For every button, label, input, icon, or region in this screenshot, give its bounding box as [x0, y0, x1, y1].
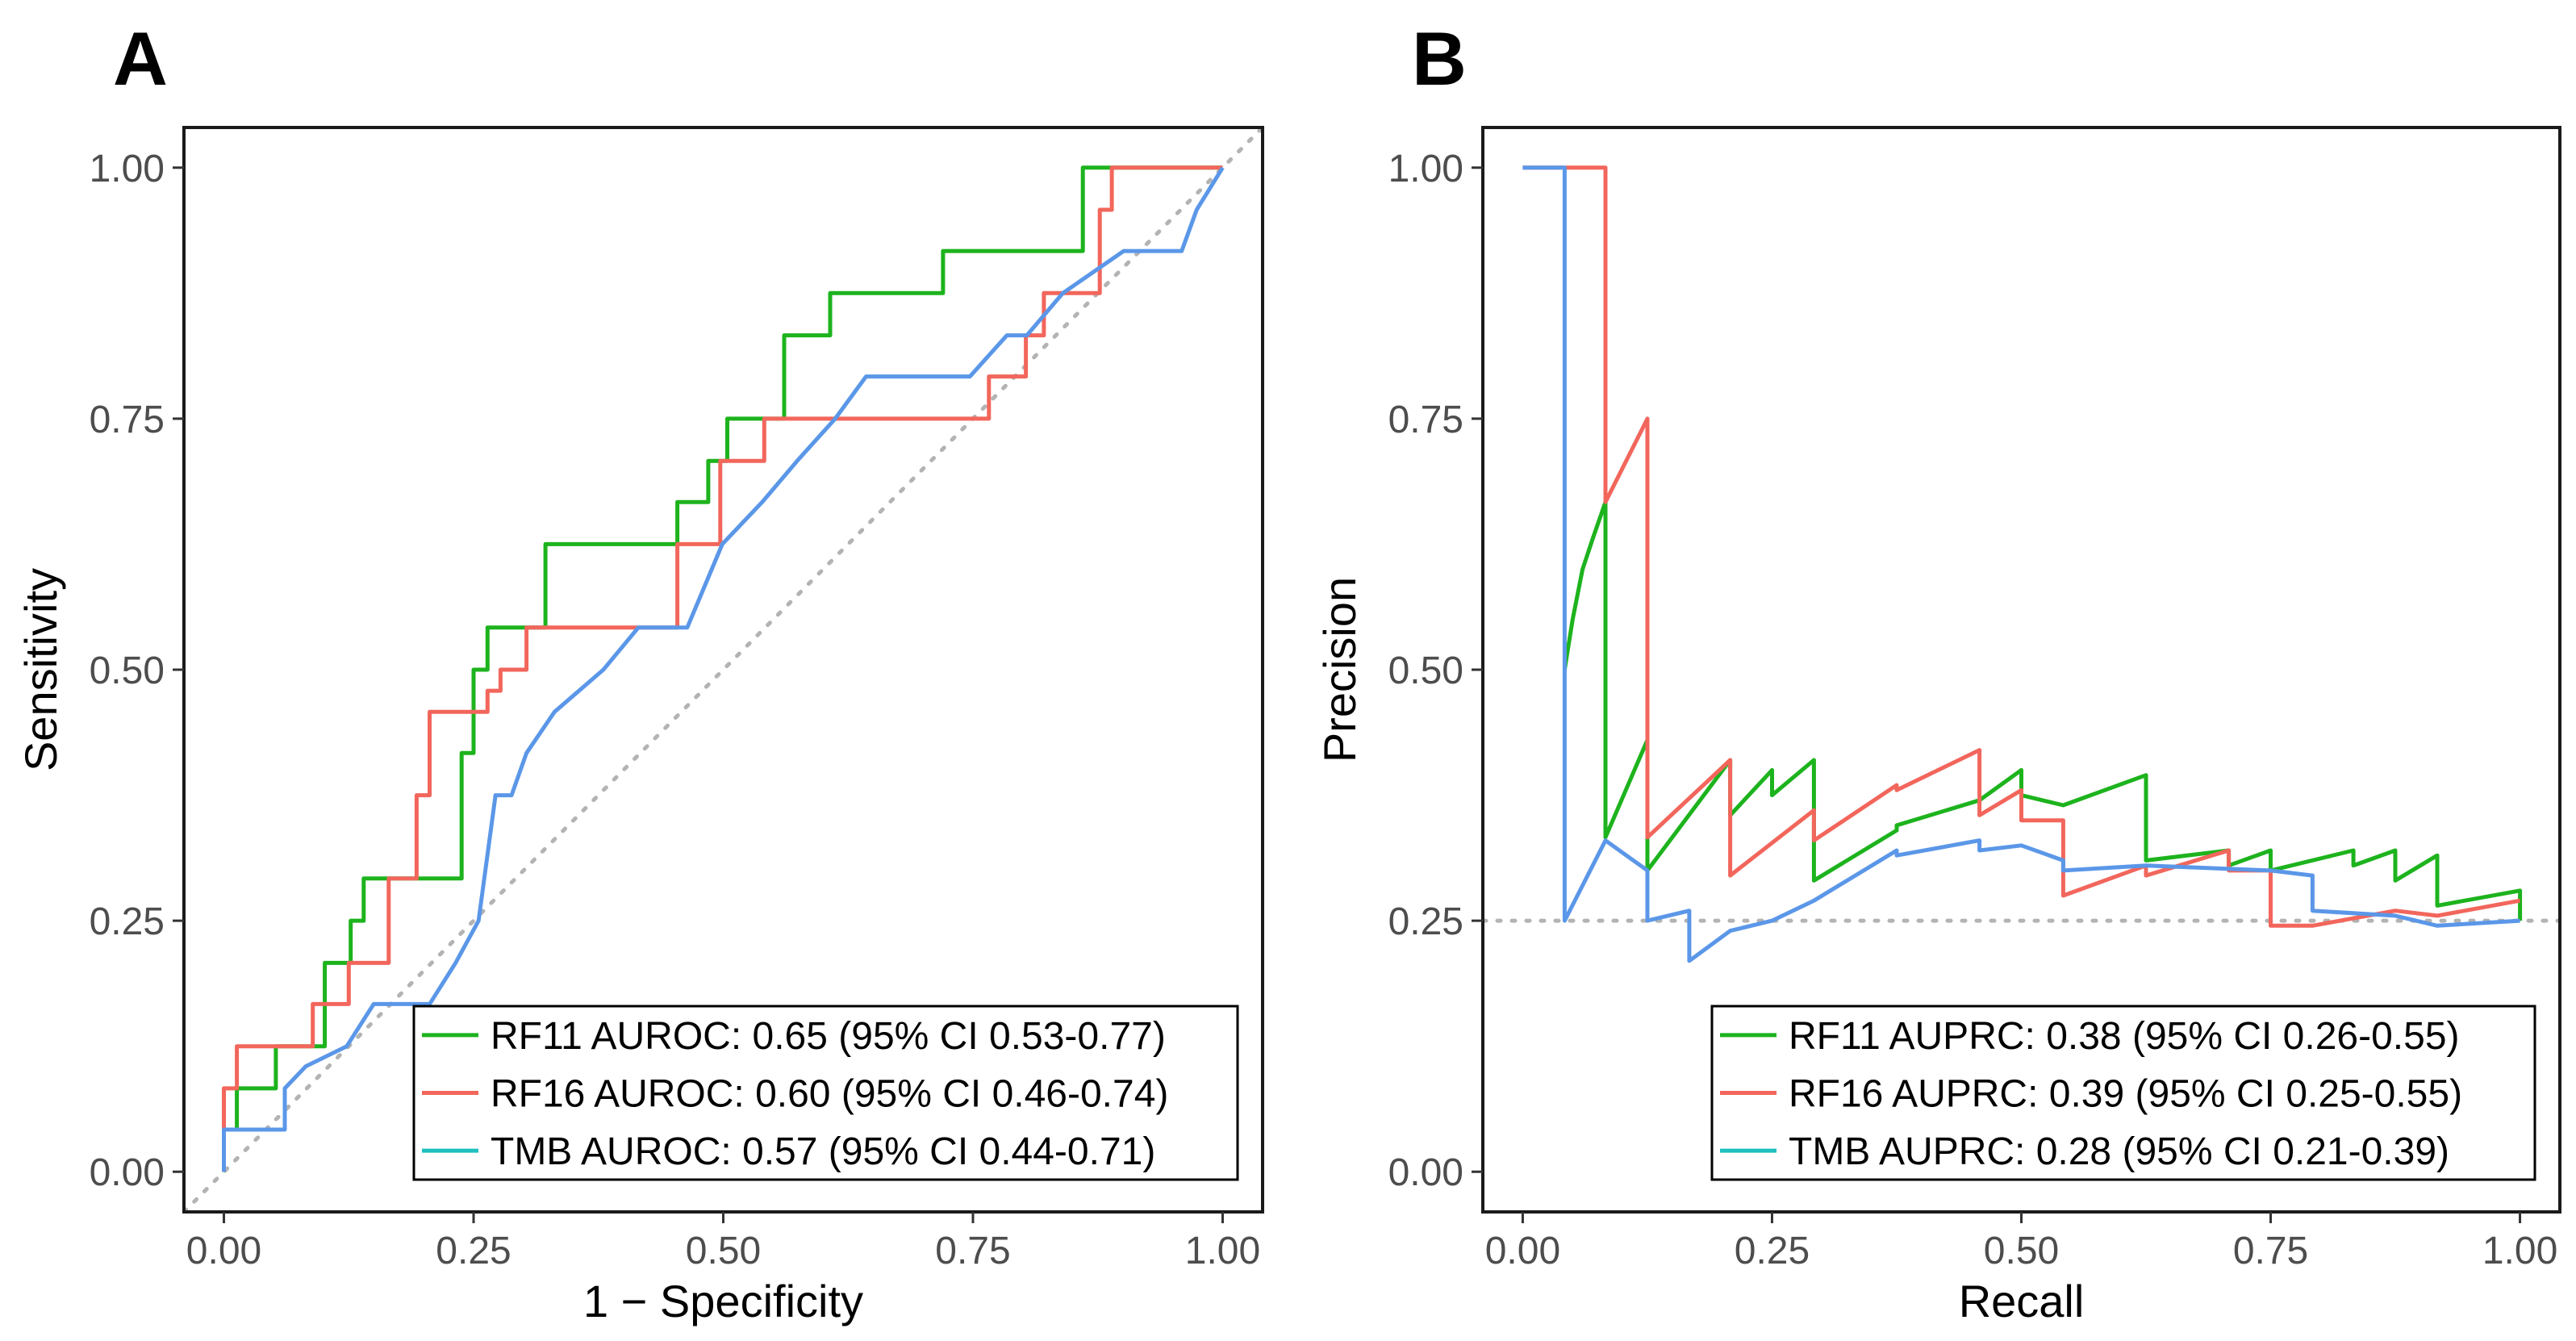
legend-label-rf11: RF11 AUPRC: 0.38 (95% CI 0.26-0.55) [1789, 1015, 2460, 1058]
y-tick-label: 0.25 [90, 900, 165, 943]
y-tick-label: 0.50 [90, 650, 165, 692]
y-tick-label: 0.00 [1388, 1151, 1463, 1194]
panel-letter-b: B [1412, 16, 1467, 101]
x-axis-title: Recall [1959, 1276, 2085, 1326]
panel-b: B 0.00 0.25 0.50 0.75 1.00 0.00 0.25 0.50 0.75 1.0… [1314, 16, 2561, 1326]
y-tick-label: 1.00 [90, 148, 165, 190]
x-tick-label: 0.50 [686, 1230, 761, 1272]
y-axis-title: Precision [1314, 577, 1365, 762]
plot-area [1483, 165, 2560, 963]
x-tick-label: 0.25 [1735, 1230, 1810, 1272]
y-tick-label: 0.25 [1388, 900, 1463, 943]
legend: RF11 AUPRC: 0.38 (95% CI 0.26-0.55) RF16 … [1710, 1005, 2536, 1181]
x-tick-label: 0.25 [436, 1230, 511, 1272]
legend-label-rf16: RF16 AUPRC: 0.39 (95% CI 0.25-0.55) [1789, 1073, 2462, 1116]
series-line-rf11 [1562, 499, 2523, 921]
plot-area [184, 127, 1263, 1212]
x-tick-label: 0.75 [935, 1230, 1010, 1272]
y-tick-label: 0.75 [1388, 399, 1463, 441]
series-line-tmb [1522, 165, 2520, 963]
legend-label-rf16: RF16 AUROC: 0.60 (95% CI 0.46-0.74) [491, 1073, 1168, 1116]
legend-label-rf11: RF11 AUROC: 0.65 (95% CI 0.53-0.77) [491, 1015, 1166, 1058]
legend-label-tmb: TMB AUPRC: 0.28 (95% CI 0.21-0.39) [1789, 1130, 2449, 1173]
series-line-rf16 [222, 165, 1223, 1172]
series-line-rf11 [222, 165, 1223, 1172]
panel-letter-a: A [113, 16, 168, 101]
y-tick-label: 0.75 [90, 399, 165, 441]
x-tick-label: 0.00 [186, 1230, 261, 1272]
y-tick-label: 0.50 [1388, 650, 1463, 692]
x-tick-label: 0.50 [1984, 1230, 2059, 1272]
y-axis-title: Sensitivity [15, 568, 66, 771]
x-tick-label: 0.75 [2233, 1230, 2308, 1272]
y-tick-label: 1.00 [1388, 148, 1463, 190]
series-line-rf16 [1522, 165, 2521, 928]
x-tick-label: 1.00 [2482, 1230, 2557, 1272]
series-line-tmb [222, 166, 1225, 1172]
legend-box [412, 1005, 1239, 1181]
panel-a: A 0.00 0.25 0.50 0.75 1.00 0.00 0.25 0.50 0.75 1.0… [15, 16, 1264, 1326]
x-axis-title: 1 − Specificity [583, 1276, 863, 1326]
y-tick-label: 0.00 [90, 1151, 165, 1194]
legend: RF11 AUROC: 0.65 (95% CI 0.53-0.77) RF16 … [412, 1005, 1239, 1181]
x-tick-label: 0.00 [1485, 1230, 1560, 1272]
legend-label-tmb: TMB AUROC: 0.57 (95% CI 0.44-0.71) [491, 1130, 1155, 1173]
x-tick-label: 1.00 [1185, 1230, 1260, 1272]
legend-box [1710, 1005, 2536, 1181]
